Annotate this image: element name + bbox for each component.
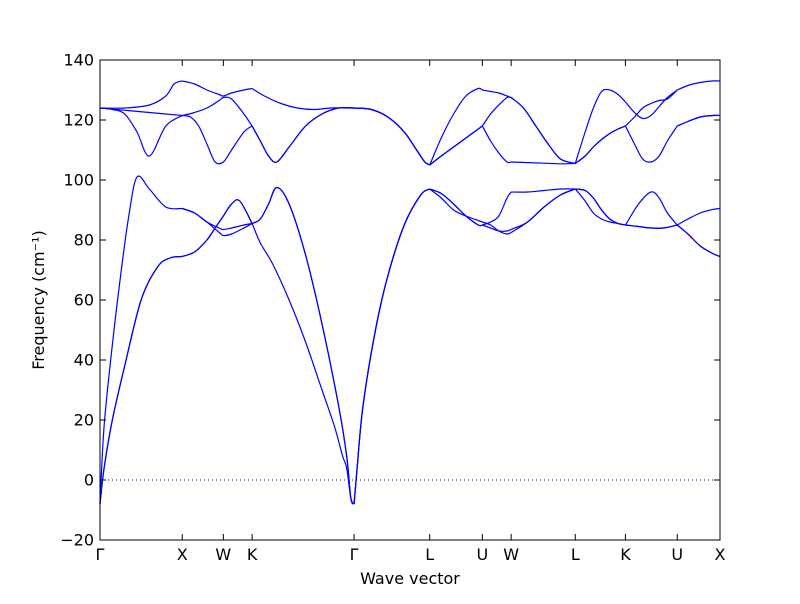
x-tick-label: X [177,545,188,564]
y-tick-label: 80 [74,231,94,250]
x-tick-label: K [247,545,258,564]
x-tick-label: W [503,545,519,564]
y-tick-label: 40 [74,351,94,370]
y-axis-label: Frequency (cm⁻¹) [29,230,48,369]
x-tick-label: X [715,545,726,564]
x-axis-label: Wave vector [360,569,460,588]
x-tick-label: Γ [350,545,359,564]
x-tick-label: K [620,545,631,564]
y-tick-label: 0 [84,471,94,490]
x-tick-label: Γ [96,545,105,564]
y-tick-label: −20 [60,531,94,550]
x-tick-label: L [571,545,580,564]
y-tick-label: 20 [74,411,94,430]
y-tick-label: 60 [74,291,94,310]
y-tick-label: 100 [63,171,94,190]
x-tick-label: U [671,545,683,564]
y-tick-label: 140 [63,51,94,70]
x-tick-label: W [215,545,231,564]
y-tick-label: 120 [63,111,94,130]
x-tick-label: L [425,545,434,564]
x-tick-label: U [477,545,489,564]
